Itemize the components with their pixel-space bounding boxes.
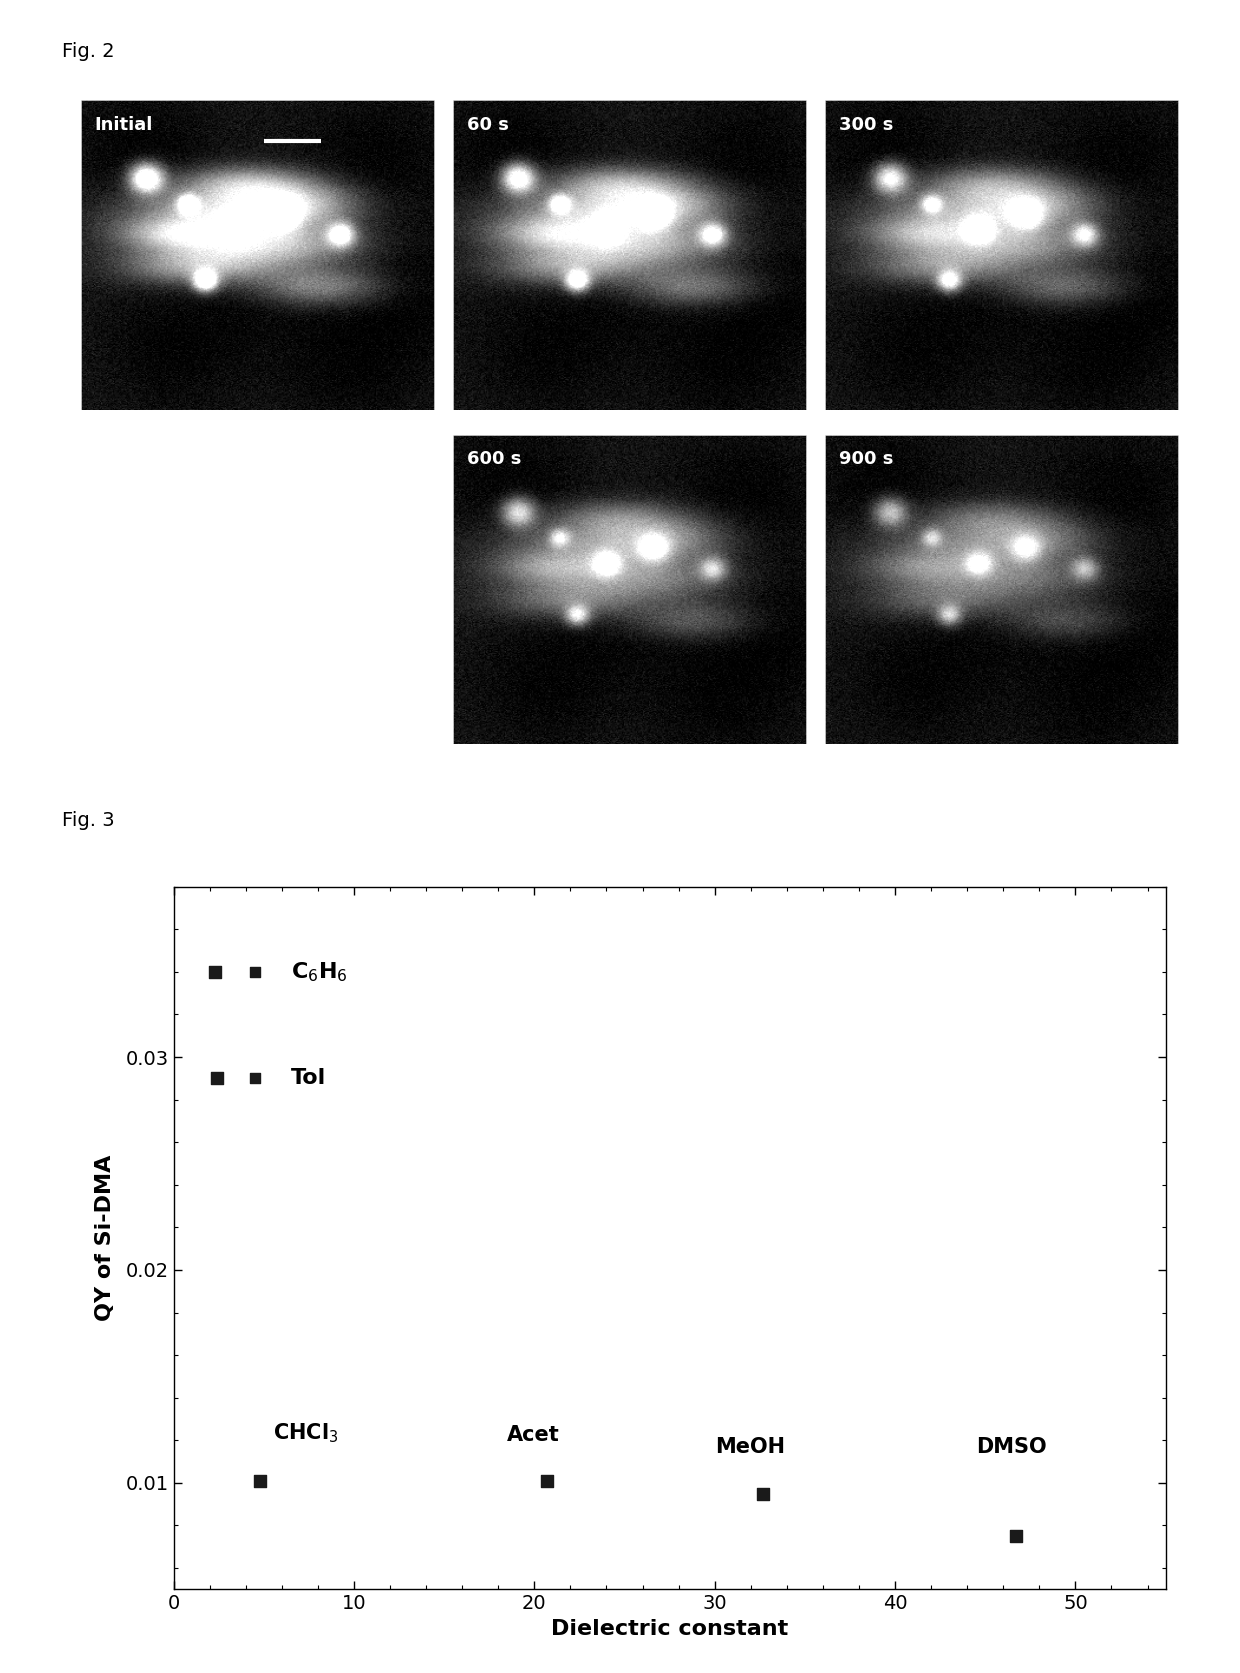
- Text: MeOH: MeOH: [714, 1437, 785, 1457]
- Point: [207, 1066, 227, 1092]
- X-axis label: Dielectric constant: Dielectric constant: [551, 1619, 789, 1640]
- Point: [244, 959, 264, 985]
- Point: [250, 1467, 270, 1494]
- Point: [537, 1467, 557, 1494]
- Text: Fig. 3: Fig. 3: [62, 811, 114, 830]
- Text: Acet: Acet: [507, 1424, 560, 1444]
- Text: Initial: Initial: [94, 115, 153, 134]
- Text: 300 s: 300 s: [838, 115, 893, 134]
- Text: C$_6$H$_6$: C$_6$H$_6$: [291, 960, 347, 984]
- Y-axis label: QY of Si-DMA: QY of Si-DMA: [94, 1154, 114, 1322]
- Text: 600 s: 600 s: [466, 450, 521, 468]
- Text: 900 s: 900 s: [838, 450, 893, 468]
- Text: CHCl$_3$: CHCl$_3$: [273, 1420, 339, 1444]
- Point: [1006, 1522, 1025, 1549]
- Point: [754, 1481, 774, 1507]
- Text: Fig. 2: Fig. 2: [62, 42, 114, 60]
- Point: [244, 1066, 264, 1092]
- Text: 60 s: 60 s: [466, 115, 508, 134]
- Point: [205, 959, 224, 985]
- Text: Tol: Tol: [291, 1069, 326, 1089]
- Text: DMSO: DMSO: [976, 1437, 1047, 1457]
